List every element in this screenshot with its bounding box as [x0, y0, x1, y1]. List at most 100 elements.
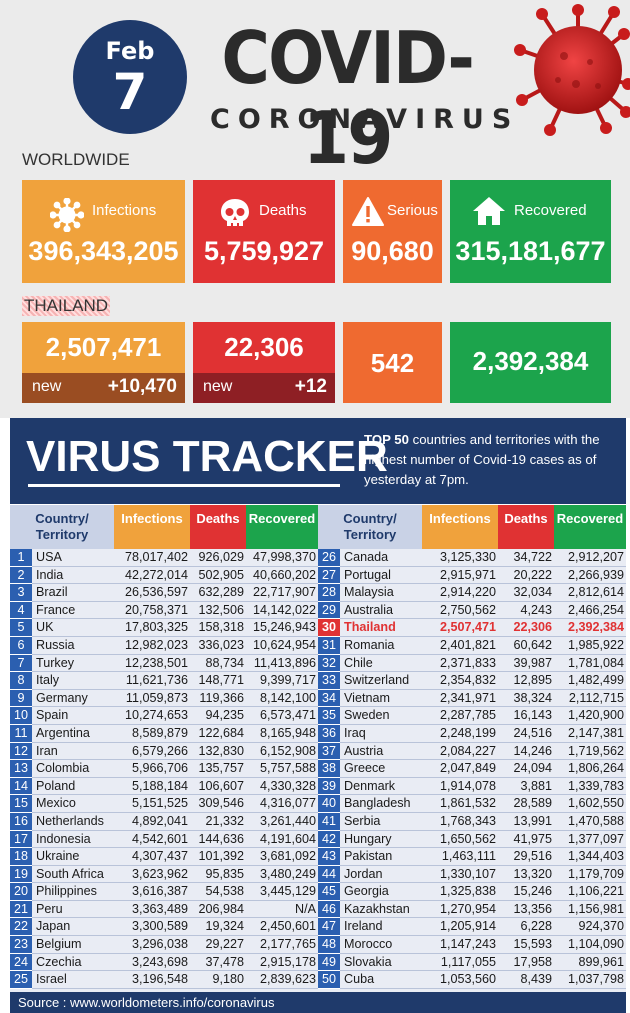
- row-rank: 15: [10, 795, 32, 813]
- thailand-deaths-new-bar: new +12: [193, 373, 335, 403]
- row-divider: [340, 706, 626, 708]
- row-country: Indonesia: [36, 831, 91, 846]
- row-deaths: 101,392: [198, 849, 244, 864]
- row-country: Kazakhstan: [344, 901, 410, 916]
- main-subtitle: CORONAVIRUS: [210, 104, 520, 135]
- row-country: Iran: [36, 743, 58, 758]
- row-rank: 4: [10, 601, 32, 620]
- col-infections: Infections: [114, 505, 190, 549]
- row-recovered: 6,573,471: [259, 708, 316, 723]
- row-deaths: 24,516: [513, 725, 552, 740]
- row-divider: [32, 776, 318, 778]
- skull-icon: [221, 199, 249, 226]
- table-row: 22 Japan 3,300,589 19,324 2,450,601: [10, 918, 318, 937]
- row-deaths: 19,324: [205, 919, 244, 934]
- worldwide-infections-value: 396,343,205: [28, 236, 179, 266]
- row-divider: [32, 741, 318, 743]
- col-deaths: Deaths: [190, 505, 246, 549]
- row-divider: [340, 671, 626, 673]
- row-divider: [340, 811, 626, 813]
- row-deaths: 12,895: [513, 673, 552, 688]
- row-divider: [32, 759, 318, 761]
- row-recovered: 2,392,384: [567, 620, 624, 635]
- row-divider: [32, 583, 318, 585]
- row-recovered: 3,681,092: [259, 849, 316, 864]
- table-row: 10 Spain 10,274,653 94,235 6,573,471: [10, 707, 318, 725]
- row-country: Turkey: [36, 655, 75, 670]
- table-row: 25 Israel 3,196,548 9,180 2,839,623: [10, 971, 318, 989]
- table-row: 4 France 20,758,371 132,506 14,142,022: [10, 601, 318, 620]
- worldwide-deaths-card: Deaths 5,759,927: [193, 180, 335, 283]
- row-deaths: 60,642: [513, 637, 552, 652]
- row-infections: 2,084,227: [439, 743, 496, 758]
- row-rank: 43: [318, 848, 340, 866]
- row-infections: 2,750,562: [439, 602, 496, 617]
- table-row: 26 Canada 3,125,330 34,722 2,912,207: [318, 549, 626, 567]
- row-divider: [340, 917, 626, 919]
- tracker-desc-bold: TOP 50: [364, 432, 409, 447]
- row-country: Israel: [36, 972, 67, 987]
- row-rank: 36: [318, 724, 340, 743]
- row-infections: 2,248,199: [439, 725, 496, 740]
- row-divider: [32, 600, 318, 602]
- table-row: 39 Denmark 1,914,078 3,881 1,339,783: [318, 777, 626, 796]
- table-row: 34 Vietnam 2,341,971 38,324 2,112,715: [318, 689, 626, 708]
- row-deaths: 132,830: [198, 743, 244, 758]
- row-recovered: 11,413,896: [253, 655, 316, 670]
- row-deaths: 119,366: [199, 690, 244, 705]
- row-rank: 20: [10, 883, 32, 901]
- thailand-infections-new-value: +10,470: [107, 376, 177, 397]
- row-rank: 41: [318, 812, 340, 831]
- row-rank: 11: [10, 724, 32, 743]
- row-recovered: 2,112,715: [568, 690, 624, 705]
- row-infections: 4,892,041: [131, 813, 188, 828]
- row-rank: 16: [10, 812, 32, 831]
- table-row: 40 Bangladesh 1,861,532 28,589 1,602,550: [318, 795, 626, 813]
- row-infections: 42,272,014: [124, 567, 188, 582]
- row-country: Serbia: [344, 813, 381, 828]
- table-row: 23 Belgium 3,296,038 29,227 2,177,765: [10, 936, 318, 954]
- row-rank: 14: [10, 777, 32, 796]
- row-infections: 1,861,532: [439, 796, 496, 811]
- row-rank: 31: [318, 636, 340, 655]
- row-divider: [32, 723, 318, 725]
- row-country: Russia: [36, 637, 75, 652]
- row-infections: 1,053,560: [439, 972, 496, 987]
- row-infections: 2,354,832: [439, 673, 496, 688]
- row-divider: [32, 952, 318, 954]
- row-rank: 26: [318, 549, 340, 567]
- row-deaths: 20,222: [513, 567, 552, 582]
- row-deaths: 144,636: [198, 831, 244, 846]
- row-infections: 8,589,879: [131, 725, 188, 740]
- table-row: 3 Brazil 26,536,597 632,289 22,717,907: [10, 584, 318, 602]
- row-deaths: 15,246: [513, 884, 552, 899]
- row-country: Brazil: [36, 585, 68, 600]
- row-recovered: 6,152,908: [259, 743, 316, 758]
- row-infections: 3,623,962: [131, 866, 188, 881]
- row-deaths: 28,589: [513, 796, 552, 811]
- row-recovered: 1,377,097: [567, 831, 624, 846]
- row-infections: 2,915,971: [439, 567, 496, 582]
- row-recovered: 1,985,922: [567, 637, 624, 652]
- row-recovered: 40,660,202: [252, 567, 316, 582]
- row-infections: 11,621,736: [125, 673, 188, 688]
- row-recovered: 4,316,077: [259, 796, 316, 811]
- row-divider: [32, 618, 318, 620]
- row-country: Germany: [36, 690, 88, 705]
- table-row: 9 Germany 11,059,873 119,366 8,142,100: [10, 689, 318, 708]
- table-row: 37 Austria 2,084,227 14,246 1,719,562: [318, 742, 626, 761]
- row-recovered: 9,399,717: [259, 673, 316, 688]
- row-recovered: 10,624,954: [252, 637, 316, 652]
- row-deaths: 9,180: [212, 972, 244, 987]
- row-divider: [340, 952, 626, 954]
- row-infections: 4,307,437: [131, 849, 188, 864]
- table-right: Country/ Territory Infections Deaths Rec…: [318, 505, 626, 992]
- table-row: 21 Peru 3,363,489 206,984 N/A: [10, 900, 318, 919]
- row-recovered: 3,261,440: [259, 813, 316, 828]
- row-infections: 1,270,954: [439, 901, 496, 916]
- row-country: Japan: [36, 919, 71, 934]
- table-row: 46 Kazakhstan 1,270,954 13,356 1,156,981: [318, 900, 626, 919]
- row-divider: [32, 987, 318, 989]
- row-recovered: 2,915,178: [259, 954, 316, 969]
